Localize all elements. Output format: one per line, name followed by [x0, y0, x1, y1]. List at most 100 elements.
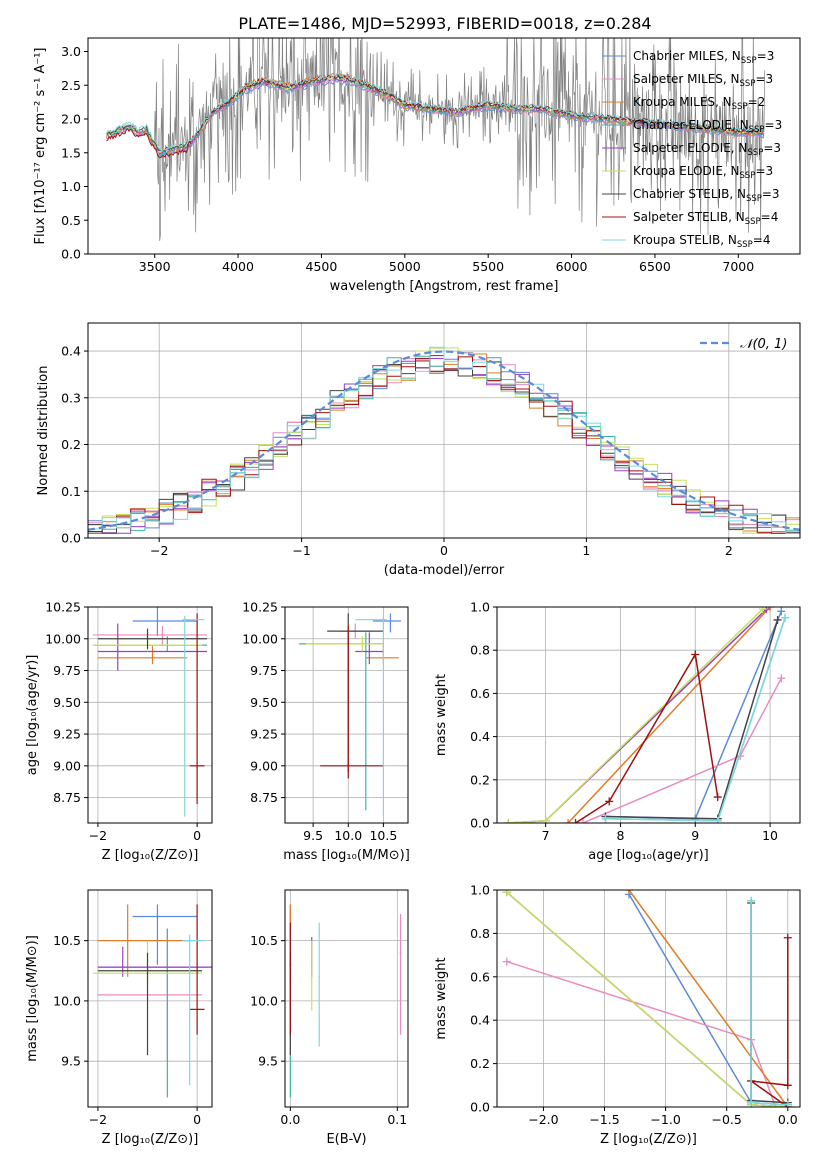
spectrum-legend: Chabrier MILES, NSSP=3 Salpeter MILES, NS… — [602, 49, 782, 250]
residuals-axes: −2 −1 0 1 2 0.0 0.1 0.2 0.3 0.4 (data-model)/error… — [36, 322, 801, 578]
y-tick-label: 9.50 — [53, 695, 81, 710]
y-axis-label: mass [log₁₀(M/M⊙)] — [25, 935, 40, 1062]
y-axis-label: Flux [fλ10⁻¹⁷ erg cm⁻² s⁻¹ A⁻¹] — [33, 48, 48, 245]
y-tick-label: 0.0 — [61, 531, 81, 546]
x-tick-label: 5500 — [472, 259, 504, 274]
y-axis-label: Normed distribution — [36, 366, 51, 496]
series-line-darkgray — [750, 903, 788, 1104]
y-tick-label: 9.5 — [61, 1054, 81, 1069]
y-tick-label: 0.6 — [470, 686, 490, 701]
series-marker-yellowgreen — [502, 890, 511, 897]
data-point-yellowgreen — [310, 976, 313, 978]
data-point-blue — [156, 620, 159, 622]
x-tick-label: −1 — [292, 543, 310, 558]
x-axis-label: (data-model)/error — [384, 563, 505, 578]
y-tick-label: 1.0 — [61, 179, 81, 194]
series-marker-pink — [777, 674, 786, 683]
series-line-teal — [750, 900, 788, 1106]
series-marker-cyan — [747, 896, 756, 905]
data-point-pink — [399, 951, 402, 954]
y-tick-label: 9.25 — [250, 727, 278, 742]
x-tick-label: 9.5 — [303, 828, 323, 843]
legend-label: Kroupa MILES, NSSP=2 — [633, 95, 765, 112]
model-spectrum-pink — [105, 78, 765, 159]
y-tick-label: 9.25 — [53, 727, 81, 742]
x-tick-label: 0 — [440, 543, 448, 558]
y-tick-label: 9.75 — [53, 663, 81, 678]
y-tick-label: 10.00 — [242, 631, 278, 646]
series-marker-pink — [502, 957, 511, 966]
axes-frame — [87, 606, 213, 824]
axes-frame — [87, 889, 213, 1108]
data-point-cyan — [183, 618, 186, 621]
data-point-orange — [126, 939, 129, 942]
y-tick-label: 10.0 — [53, 993, 81, 1008]
legend-label: Chabrier MILES, NSSP=3 — [633, 49, 774, 66]
series-marker-darkred — [783, 1081, 792, 1090]
y-tick-label: 0.0 — [470, 1100, 490, 1115]
y-tick-label: 0.2 — [61, 437, 81, 452]
y-tick-label: 0.6 — [470, 969, 490, 984]
data-point-yellowgreen — [361, 643, 364, 645]
data-point-purple — [116, 650, 119, 653]
y-axis-label: mass weight — [434, 674, 449, 756]
x-axis-label: Z [log₁₀(Z/Z⊙)] — [600, 1132, 697, 1147]
x-tick-label: −2 — [150, 543, 168, 558]
y-tick-label: 9.00 — [53, 758, 81, 773]
y-tick-label: 9.5 — [258, 1054, 278, 1069]
residuals-plot-area — [88, 346, 800, 534]
y-tick-label: 0.0 — [470, 816, 490, 831]
normal-curve-line — [88, 350, 800, 531]
axes-frame — [87, 37, 801, 255]
series-marker-darkred — [783, 933, 792, 942]
x-tick-label: 2 — [725, 543, 733, 558]
x-tick-label: −1.0 — [650, 1112, 680, 1127]
data-point-cyan — [318, 976, 321, 978]
series-marker-blue — [777, 607, 786, 616]
x-tick-label: −2.0 — [528, 1112, 558, 1127]
age-vs-mass-plot-area — [299, 613, 401, 817]
data-point-purple — [121, 966, 124, 968]
y-tick-label: 0.8 — [470, 643, 490, 658]
data-point-darkred — [347, 765, 350, 767]
series-line-orange — [567, 607, 771, 823]
mass-vs-EBV-plot-area — [289, 904, 402, 1098]
axes-frame — [284, 889, 409, 1108]
plots-container: 3500 4000 4500 5000 5500 6000 6500 70000.00.51.… — [25, 37, 801, 1147]
data-point-orange — [151, 657, 154, 659]
series-marker-yellowgreen — [758, 607, 767, 614]
series-marker-pink — [579, 819, 588, 823]
x-tick-label: 10 — [762, 828, 778, 843]
legend-label: Salpeter STELIB, NSSP=4 — [633, 210, 778, 227]
y-axis-label: age [log₁₀(age/yr)] — [25, 655, 40, 776]
x-tick-label: 6500 — [639, 259, 671, 274]
x-tick-label: 6000 — [556, 259, 588, 274]
data-point-blue — [156, 915, 159, 918]
x-axis-label: Z [log₁₀(Z/Z⊙)] — [102, 848, 199, 863]
y-tick-label: 0.2 — [470, 1056, 490, 1071]
x-tick-label: 10.0 — [334, 828, 362, 843]
series-marker-darkred — [713, 793, 722, 802]
y-tick-label: 0.0 — [61, 247, 81, 262]
x-tick-label: 1 — [582, 543, 590, 558]
legend-label: Salpeter MILES, NSSP=3 — [633, 72, 773, 89]
y-tick-label: 0.5 — [61, 213, 81, 228]
series-marker-darkgray — [773, 615, 782, 624]
x-tick-label: 0.0 — [778, 1112, 798, 1127]
y-tick-label: 10.5 — [250, 933, 278, 948]
x-axis-label: mass [log₁₀(M/M⊙)] — [283, 848, 410, 863]
series-marker-darkred — [691, 650, 700, 659]
x-tick-label: −1.5 — [589, 1112, 619, 1127]
x-tick-label: 0 — [193, 1112, 201, 1127]
residual-hist-darkgray — [88, 355, 800, 534]
mass-vs-Z-axes: −2 0 9.5 10.0 10.5 Z [log₁₀(Z/Z⊙)] mass [log₁₀… — [25, 889, 213, 1147]
age-vs-Z-plot-area — [92, 607, 208, 817]
y-tick-label: 8.75 — [53, 790, 81, 805]
y-tick-label: 0.4 — [470, 729, 490, 744]
x-tick-label: −2 — [89, 828, 107, 843]
mass-weight-vs-Z-axes: −2.0 −1.5 −1.0 −0.5 0.0 0.0 0.2 0.4 0.6 0.8 1.0 Z [… — [434, 883, 801, 1147]
x-tick-label: 5000 — [389, 259, 421, 274]
mass-vs-EBV-axes: 0.0 0.1 9.5 10.0 10.5 E(B-V) — [250, 889, 409, 1147]
y-tick-label: 9.50 — [250, 695, 278, 710]
series-marker-yellowgreen — [504, 819, 513, 823]
